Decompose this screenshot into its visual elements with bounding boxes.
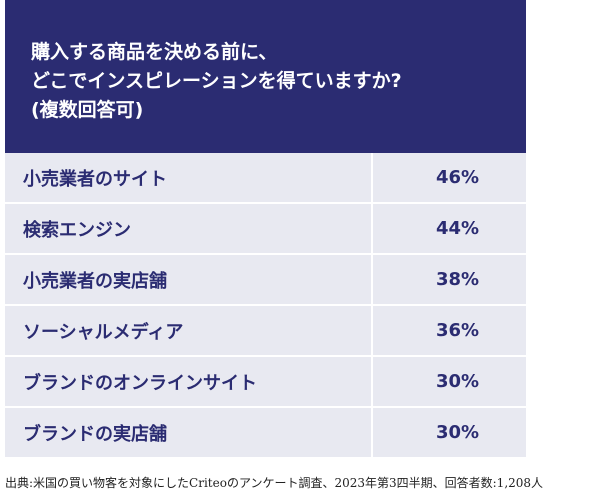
value-label: 38% bbox=[435, 269, 480, 290]
column-divider bbox=[371, 357, 373, 406]
table-row: 小売業者の実店舗 38% bbox=[5, 255, 526, 304]
column-divider bbox=[371, 204, 373, 253]
table-body: 小売業者のサイト 46% 検索エンジン 44% 小売業者の実店舗 38% ソーシャルメディア… bbox=[5, 153, 526, 457]
category-label: 検索エンジン bbox=[23, 219, 131, 241]
title-line-3: (複数回答可) bbox=[31, 99, 144, 121]
title-line-1: 購入する商品を決める前に、 bbox=[31, 41, 278, 63]
table-row: ソーシャルメディア 36% bbox=[5, 306, 526, 355]
table-row: 小売業者のサイト 46% bbox=[5, 153, 526, 202]
survey-table: 購入する商品を決める前に、 どこでインスピレーションを得ていますか? (複数回答… bbox=[5, 0, 526, 459]
title-line-2: どこでインスピレーションを得ていますか? bbox=[31, 70, 402, 92]
table-row: ブランドのオンラインサイト 30% bbox=[5, 357, 526, 406]
table-header: 購入する商品を決める前に、 どこでインスピレーションを得ていますか? (複数回答… bbox=[5, 0, 526, 153]
column-divider bbox=[371, 153, 373, 202]
column-divider bbox=[371, 306, 373, 355]
value-label: 44% bbox=[435, 218, 480, 239]
value-label: 30% bbox=[435, 422, 480, 443]
column-divider bbox=[371, 255, 373, 304]
category-label: ソーシャルメディア bbox=[23, 321, 184, 343]
source-note: 出典:米国の買い物客を対象にしたCriteoのアンケート調査、2023年第3四半… bbox=[5, 476, 544, 490]
value-label: 30% bbox=[435, 371, 480, 392]
category-label: ブランドの実店舗 bbox=[23, 423, 167, 445]
column-divider bbox=[371, 408, 373, 457]
table-row: 検索エンジン 44% bbox=[5, 204, 526, 253]
value-label: 36% bbox=[435, 320, 480, 341]
table-row: ブランドの実店舗 30% bbox=[5, 408, 526, 457]
category-label: 小売業者の実店舗 bbox=[23, 270, 167, 292]
category-label: ブランドのオンラインサイト bbox=[23, 372, 257, 394]
category-label: 小売業者のサイト bbox=[23, 168, 167, 190]
value-label: 46% bbox=[435, 167, 480, 188]
